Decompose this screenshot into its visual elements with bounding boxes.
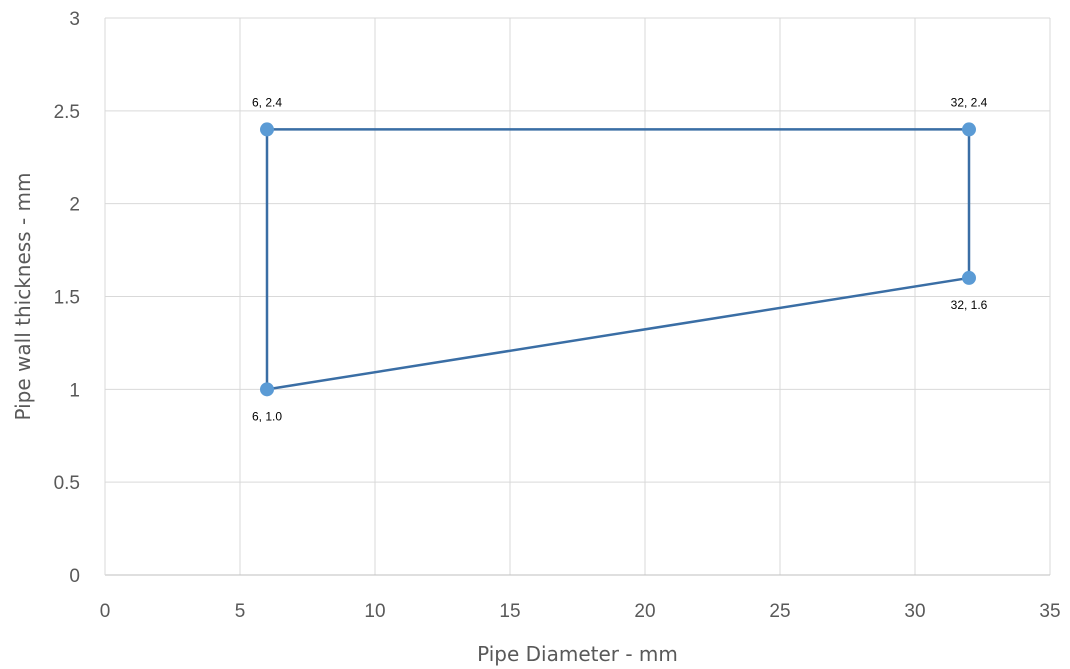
data-labels: 6, 1.0 6, 2.4 32, 2.4 32, 1.6 xyxy=(252,95,988,423)
data-point-label: 6, 2.4 xyxy=(252,95,282,109)
x-tick-label: 10 xyxy=(364,601,385,622)
y-tick-label: 2.5 xyxy=(54,102,80,123)
data-point-marker xyxy=(260,382,274,397)
y-tick-label: 0 xyxy=(69,566,80,587)
data-point-marker xyxy=(962,270,976,285)
data-point-marker xyxy=(962,122,976,137)
y-axis-title: Pipe wall thickness - mm xyxy=(11,173,35,421)
x-tick-label: 20 xyxy=(634,601,655,622)
y-tick-label: 1.5 xyxy=(54,288,80,309)
data-point-marker xyxy=(260,122,274,137)
x-axis-title: Pipe Diameter - mm xyxy=(477,642,678,666)
data-point-label: 32, 1.6 xyxy=(951,298,988,312)
y-tick-label: 3 xyxy=(69,9,80,30)
series-line xyxy=(265,128,971,391)
x-tick-label: 25 xyxy=(769,601,790,622)
x-tick-label: 35 xyxy=(1039,601,1060,622)
x-tick-label: 5 xyxy=(235,601,246,622)
data-point-label: 6, 1.0 xyxy=(252,409,282,423)
x-tick-label: 30 xyxy=(904,601,925,622)
series xyxy=(260,122,976,397)
x-tick-label: 15 xyxy=(499,601,520,622)
y-tick-label: 1 xyxy=(69,380,80,401)
y-tick-label: 2 xyxy=(69,195,80,216)
gridlines xyxy=(105,17,1051,575)
tick-labels: 0 5 10 15 20 25 30 35 0 0.5 1 1.5 2 2.5 3 xyxy=(54,9,1061,622)
data-point-label: 32, 2.4 xyxy=(951,95,988,109)
axes xyxy=(104,18,1050,576)
y-tick-label: 0.5 xyxy=(54,473,80,494)
x-tick-label: 0 xyxy=(100,601,111,622)
